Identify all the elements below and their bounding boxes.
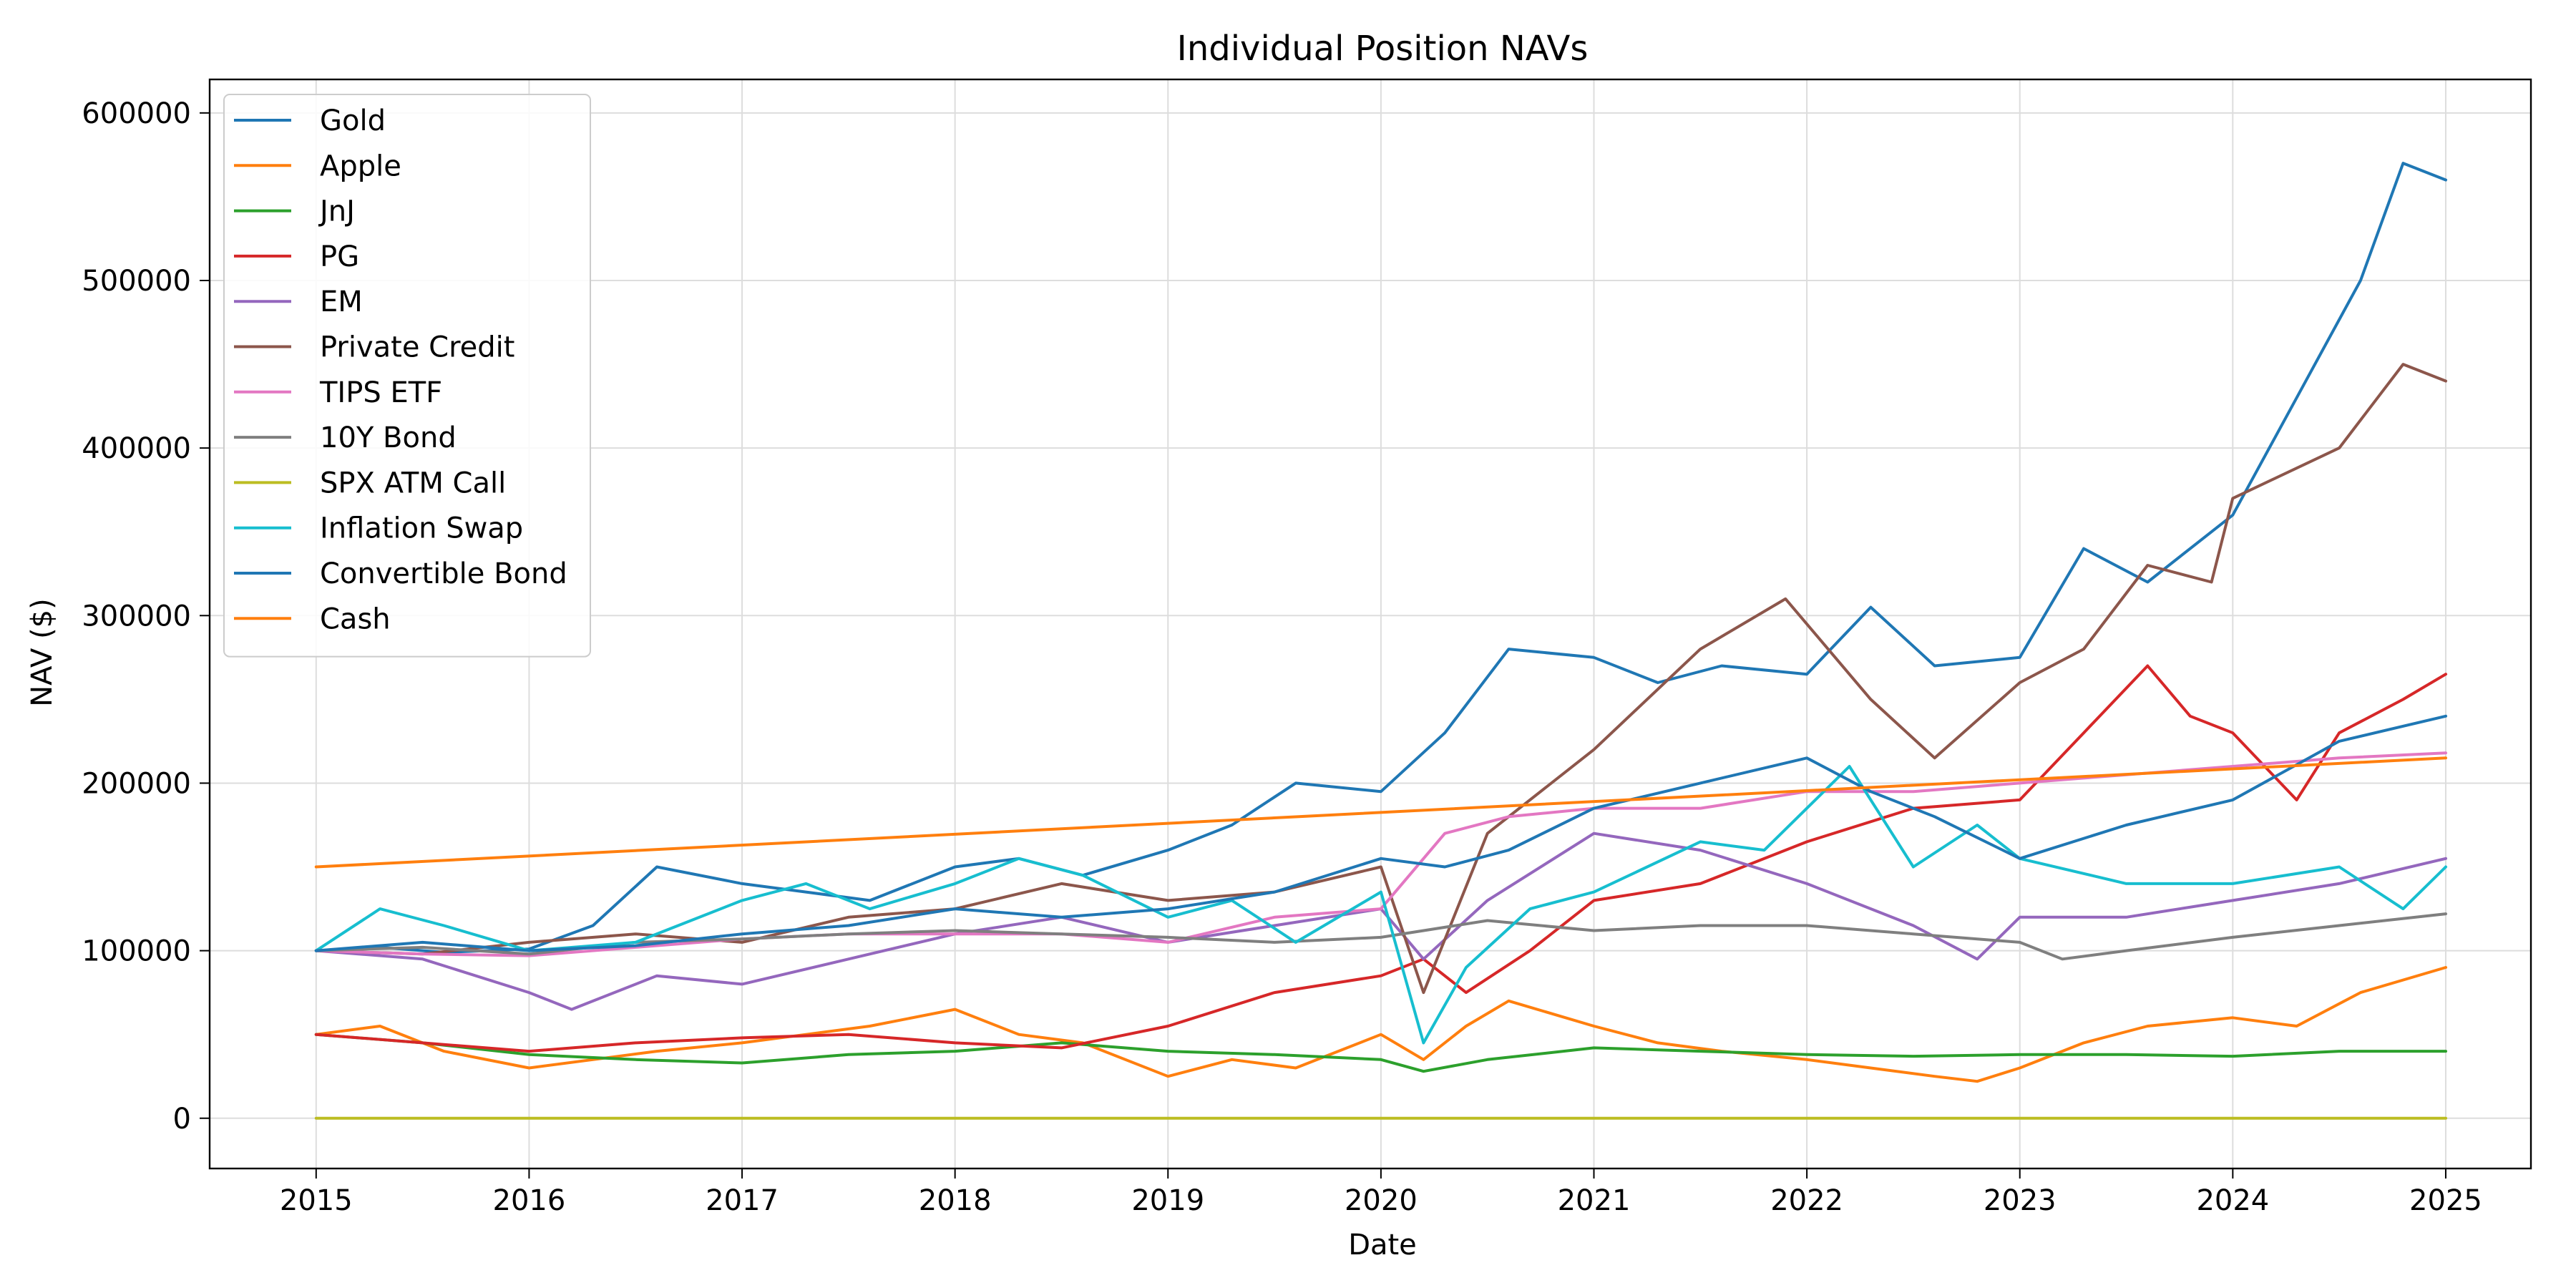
legend-label: Private Credit <box>320 331 514 364</box>
legend-label: SPX ATM Call <box>320 467 506 499</box>
series-line-4 <box>314 664 2447 1053</box>
x-tick-label: 2019 <box>1131 1184 1204 1217</box>
series-line-2 <box>314 966 2447 1083</box>
y-tick-label: 600000 <box>82 97 191 130</box>
y-tick-label: 200000 <box>82 767 191 800</box>
x-tick-label: 2023 <box>1984 1184 2057 1217</box>
y-axis-label: NAV ($) <box>26 598 59 706</box>
legend-label: Apple <box>320 150 401 182</box>
plot-area <box>210 79 2531 1169</box>
chart-title: Individual Position NAVs <box>1177 29 1589 69</box>
legend-label: JnJ <box>318 195 355 228</box>
legend-box <box>223 94 591 658</box>
series-line-11 <box>314 714 2447 952</box>
y-tick-label: 0 <box>173 1103 191 1136</box>
axis-ticks: 2015 2016 2017 2018 2019 2020 2021 2022 2023 2024… <box>82 97 2482 1217</box>
legend: Gold Apple JnJ PG EM Private Credit TIPS ETF 10… <box>223 94 591 658</box>
legend-label: Inflation Swap <box>320 512 523 545</box>
y-tick-label: 300000 <box>82 600 191 633</box>
series-line-1 <box>314 162 2447 954</box>
x-tick-label: 2017 <box>706 1184 779 1217</box>
series-line-7 <box>314 751 2447 957</box>
legend-label: Convertible Bond <box>320 557 567 590</box>
plot-frame <box>208 78 2532 1170</box>
series-line-3 <box>314 1033 2447 1073</box>
series-line-10 <box>314 765 2447 1045</box>
legend-label: Cash <box>320 602 391 635</box>
legend-label: EM <box>320 286 363 318</box>
y-tick-label: 500000 <box>82 265 191 298</box>
legend-label: Gold <box>320 104 386 137</box>
y-tick-label: 400000 <box>82 432 191 465</box>
legend-label: PG <box>320 240 359 273</box>
series-lines <box>314 162 2447 1120</box>
x-tick-label: 2021 <box>1558 1184 1631 1217</box>
y-tick-label: 100000 <box>82 935 191 968</box>
x-axis-label: Date <box>1348 1229 1417 1262</box>
x-tick-label: 2015 <box>280 1184 353 1217</box>
legend-label: TIPS ETF <box>319 376 442 409</box>
x-tick-label: 2024 <box>2196 1184 2269 1217</box>
x-tick-label: 2018 <box>919 1184 992 1217</box>
x-tick-label: 2016 <box>493 1184 566 1217</box>
x-tick-label: 2022 <box>1770 1184 1843 1217</box>
legend-label: 10Y Bond <box>320 421 457 454</box>
series-line-12 <box>314 756 2447 869</box>
x-tick-label: 2025 <box>2409 1184 2482 1217</box>
x-tick-label: 2020 <box>1345 1184 1418 1217</box>
